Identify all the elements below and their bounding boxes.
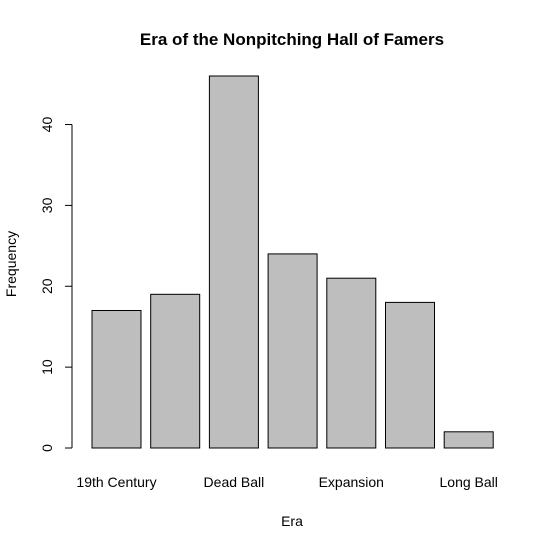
bar-3 [208, 75, 259, 449]
bar-2 [150, 293, 201, 449]
x-axis-label: Era [281, 513, 303, 529]
bar-7 [443, 431, 494, 449]
x-tick-label-1: 19th Century [76, 474, 156, 490]
bar-4 [267, 253, 318, 449]
y-tick-label-40: 40 [39, 117, 55, 133]
bars-group [91, 75, 494, 449]
y-tick-label-30: 30 [39, 197, 55, 213]
y-tick-label-10: 10 [39, 359, 55, 375]
y-axis-label: Frequency [3, 231, 19, 297]
bar-1 [91, 310, 142, 449]
x-tick-label-7: Long Ball [440, 474, 498, 490]
y-tick-label-20: 20 [39, 278, 55, 294]
x-tick-label-5: Expansion [319, 474, 384, 490]
x-axis-tick-labels: 19th Century Dead Ball Expansion Long Ball [76, 474, 497, 490]
bar-6 [385, 301, 435, 449]
y-axis: 0 10 20 30 40 [39, 117, 73, 452]
x-tick-label-3: Dead Ball [204, 474, 265, 490]
y-tick-label-0: 0 [39, 444, 55, 452]
chart-title: Era of the Nonpitching Hall of Famers [140, 30, 444, 49]
bar-5 [326, 277, 377, 449]
